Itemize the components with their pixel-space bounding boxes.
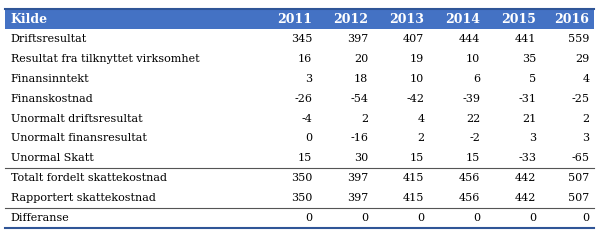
Text: -39: -39 [462,94,480,104]
Bar [5,128,594,148]
Text: 397: 397 [347,193,368,203]
Text: 2012: 2012 [334,13,368,26]
Text: Totalt fordelt skattekostnad: Totalt fordelt skattekostnad [11,173,167,183]
Text: 4: 4 [582,74,589,84]
Text: 397: 397 [347,34,368,44]
Text: 29: 29 [575,54,589,64]
Bar [5,29,594,49]
Bar [5,188,594,208]
Text: 2016: 2016 [555,13,589,26]
Text: 3: 3 [530,133,536,143]
Text: 10: 10 [410,74,424,84]
Text: -16: -16 [350,133,368,143]
Text: 20: 20 [354,54,368,64]
Text: 350: 350 [291,193,313,203]
Text: Unormalt finansresultat: Unormalt finansresultat [11,133,147,143]
Text: -2: -2 [470,133,480,143]
Text: 442: 442 [515,173,536,183]
Bar [5,69,594,89]
Text: 0: 0 [361,213,368,223]
Text: 444: 444 [459,34,480,44]
Text: Finanskostnad: Finanskostnad [11,94,93,104]
Text: 0: 0 [305,213,313,223]
Text: 2015: 2015 [501,13,536,26]
Text: 16: 16 [298,54,313,64]
Text: 442: 442 [515,193,536,203]
Bar [5,9,594,29]
Text: 407: 407 [403,34,424,44]
Text: 456: 456 [459,193,480,203]
Text: 345: 345 [291,34,313,44]
Text: 5: 5 [530,74,536,84]
Text: 6: 6 [473,74,480,84]
Bar [5,148,594,168]
Text: -42: -42 [406,94,424,104]
Text: 0: 0 [473,213,480,223]
Text: -31: -31 [518,94,536,104]
Text: 507: 507 [568,173,589,183]
Text: 456: 456 [459,173,480,183]
Text: 0: 0 [530,213,536,223]
Text: 2: 2 [418,133,424,143]
Text: 2: 2 [361,114,368,123]
Text: Resultat fra tilknyttet virksomhet: Resultat fra tilknyttet virksomhet [11,54,199,64]
Text: 15: 15 [466,153,480,163]
Bar [5,89,594,109]
Text: Kilde: Kilde [11,13,48,26]
Text: 0: 0 [305,133,313,143]
Text: 559: 559 [568,34,589,44]
Text: 3: 3 [305,74,313,84]
Text: 415: 415 [403,173,424,183]
Text: 415: 415 [403,193,424,203]
Text: 30: 30 [354,153,368,163]
Text: 15: 15 [298,153,313,163]
Text: 507: 507 [568,193,589,203]
Text: Unormal Skatt: Unormal Skatt [11,153,93,163]
Text: Unormalt driftsresultat: Unormalt driftsresultat [11,114,143,123]
Text: Driftsresultat: Driftsresultat [11,34,87,44]
Text: 4: 4 [418,114,424,123]
Text: -26: -26 [294,94,313,104]
Text: 19: 19 [410,54,424,64]
Text: 18: 18 [354,74,368,84]
Text: 441: 441 [515,34,536,44]
Text: 2013: 2013 [389,13,424,26]
Text: -54: -54 [350,94,368,104]
Bar [5,168,594,188]
Text: Finansinntekt: Finansinntekt [11,74,89,84]
Bar [5,49,594,69]
Text: 3: 3 [582,133,589,143]
Text: 397: 397 [347,173,368,183]
Bar [5,208,594,228]
Text: -65: -65 [571,153,589,163]
Text: 2: 2 [582,114,589,123]
Text: 0: 0 [418,213,424,223]
Text: 350: 350 [291,173,313,183]
Text: 10: 10 [466,54,480,64]
Text: 2011: 2011 [277,13,313,26]
Text: 35: 35 [522,54,536,64]
Text: 22: 22 [466,114,480,123]
Text: Rapportert skattekostnad: Rapportert skattekostnad [11,193,156,203]
Text: -4: -4 [301,114,313,123]
Text: -33: -33 [518,153,536,163]
Text: 21: 21 [522,114,536,123]
Text: -25: -25 [571,94,589,104]
Bar [5,109,594,128]
Text: Differanse: Differanse [11,213,69,223]
Text: 15: 15 [410,153,424,163]
Text: 2014: 2014 [446,13,480,26]
Text: 0: 0 [582,213,589,223]
